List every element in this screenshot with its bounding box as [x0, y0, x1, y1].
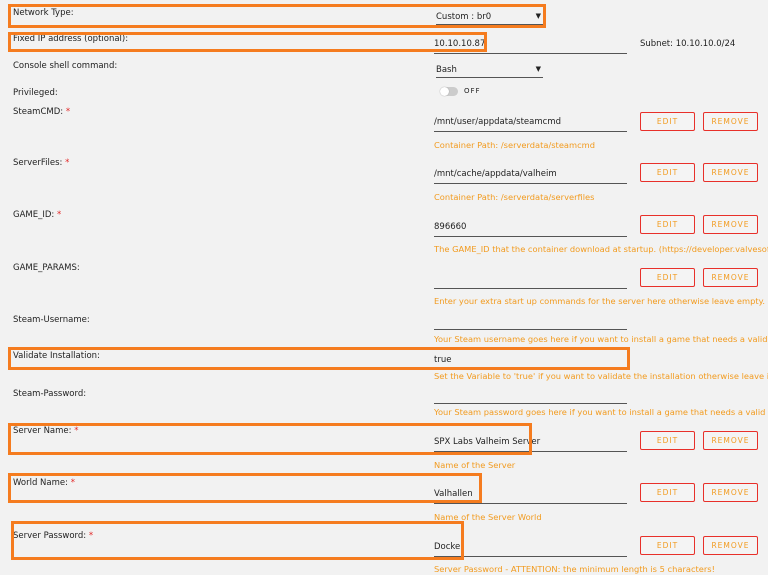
field-label: GAME_ID: * [13, 210, 62, 220]
field-input[interactable]: /mnt/user/appdata/steamcmd [434, 117, 627, 132]
field-label: ServerFiles: * [13, 158, 70, 168]
required-mark: * [65, 107, 71, 117]
highlight-box [11, 521, 464, 560]
edit-button[interactable]: EDIT [640, 163, 695, 182]
edit-button[interactable]: EDIT [640, 215, 695, 234]
edit-button[interactable]: EDIT [640, 268, 695, 287]
field-input[interactable]: /mnt/cache/appdata/valheim [434, 169, 627, 184]
privileged-label: Privileged: [13, 88, 58, 98]
field-input[interactable] [434, 315, 627, 330]
required-mark: * [74, 426, 79, 436]
edit-button[interactable]: EDIT [640, 536, 695, 555]
edit-button[interactable]: EDIT [640, 483, 695, 502]
field-description: Container Path: /serverdata/steamcmd [434, 140, 595, 150]
field-description: Enter your extra start up commands for t… [434, 296, 765, 306]
field-description: The GAME_ID that the container download … [434, 244, 768, 254]
network-type-value: Custom : br0 [436, 12, 492, 22]
remove-button[interactable]: REMOVE [703, 112, 758, 131]
network-type-select[interactable]: Custom : br0 ▼ [436, 12, 543, 25]
required-mark: * [70, 478, 75, 488]
field-label: World Name: * [13, 478, 75, 488]
remove-button[interactable]: REMOVE [703, 483, 758, 502]
fixed-ip-label: Fixed IP address (optional): [13, 34, 129, 44]
field-label: Server Password: * [13, 531, 94, 541]
remove-button[interactable]: REMOVE [703, 268, 758, 287]
field-description: Server Password - ATTENTION: the minimum… [434, 564, 715, 574]
required-mark: * [65, 158, 70, 168]
edit-button[interactable]: EDIT [640, 112, 695, 131]
remove-button[interactable]: REMOVE [703, 215, 758, 234]
console-value: Bash [436, 65, 457, 75]
field-description: Name of the Server [434, 460, 516, 470]
field-input[interactable]: Docker [434, 542, 627, 557]
remove-button[interactable]: REMOVE [703, 536, 758, 555]
highlight-box [8, 423, 532, 455]
highlight-box [8, 473, 482, 503]
field-label: SteamCMD: * [13, 107, 71, 117]
remove-button[interactable]: REMOVE [703, 431, 758, 450]
field-input[interactable] [434, 274, 627, 289]
field-description: Container Path: /serverdata/serverfiles [434, 192, 595, 202]
highlight-box [8, 347, 630, 370]
field-description: Set the Variable to 'true' if you want t… [434, 371, 768, 381]
console-label: Console shell command: [13, 61, 118, 71]
remove-button[interactable]: REMOVE [703, 163, 758, 182]
privileged-toggle[interactable] [440, 87, 458, 96]
dropdown-arrow-icon: ▼ [535, 65, 541, 73]
field-description: Your Steam password goes here if you wan… [434, 407, 768, 417]
field-label: Server Name: * [13, 426, 79, 436]
required-mark: * [56, 210, 62, 220]
field-input[interactable]: 896660 [434, 222, 627, 237]
network-type-label: Network Type: [13, 8, 74, 18]
edit-button[interactable]: EDIT [640, 431, 695, 450]
field-label: Steam-Username: [13, 315, 90, 325]
dropdown-arrow-icon: ▼ [535, 12, 541, 20]
console-select[interactable]: Bash ▼ [436, 65, 543, 78]
highlight-box [8, 4, 546, 28]
required-mark: * [88, 531, 94, 541]
field-input[interactable]: true [434, 355, 452, 365]
subnet-text: Subnet: 10.10.10.0/24 [640, 39, 736, 49]
field-input[interactable] [434, 389, 627, 404]
field-description: Name of the Server World [434, 512, 542, 522]
privileged-state: OFF [464, 87, 481, 95]
field-description: Your Steam username goes here if you wan… [434, 334, 768, 344]
field-input[interactable]: Valhallen [434, 489, 627, 504]
field-label: Steam-Password: [13, 389, 87, 399]
highlight-box [8, 32, 487, 52]
field-label: GAME_PARAMS: [13, 263, 80, 273]
fixed-ip-input[interactable]: 10.10.10.87 [434, 39, 627, 54]
field-label: Validate Installation: [13, 351, 100, 361]
